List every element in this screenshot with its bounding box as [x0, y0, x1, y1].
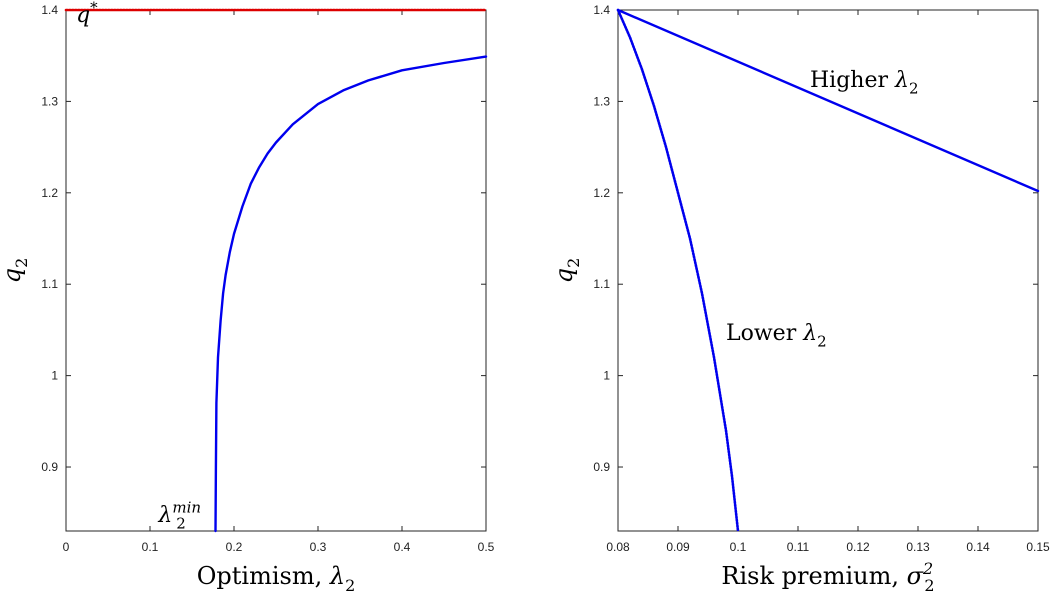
x-tick-label: 0.15 [1026, 540, 1050, 554]
right-panel-risk-premium: 0.08 0.09 0.1 0.11 0.12 0.13 0.14 0.15 0.9 1 1.1 1.… [550, 3, 1050, 595]
x-tick-label: 0 [63, 540, 70, 554]
axes-box [65, 9, 487, 532]
series-line-1 [616, 8, 740, 533]
x-tick-label: 0.5 [478, 540, 495, 554]
x-tick-label: 0.13 [906, 540, 930, 554]
x-tick-label: 0.4 [394, 540, 411, 554]
y-tick-label: 1.2 [593, 186, 610, 200]
annotation-0: Higher λ2 [810, 68, 919, 98]
x-tick-label: 0.2 [226, 540, 243, 554]
annotation-1: λmin 2 [157, 499, 201, 533]
y-axis-title: q2 [550, 258, 583, 284]
left-panel-optimism: 0 0.1 0.2 0.3 0.4 0.5 0.9 1 1.1 1.2 1.3 1.4 Optimism… [0, 0, 495, 595]
x-tick-label: 0.1 [730, 540, 747, 554]
x-tick-label: 0.12 [846, 540, 870, 554]
x-axis-title: Risk premium, σ2 2 [721, 559, 934, 595]
y-tick-label: 1.2 [41, 186, 58, 200]
x-tick-label: 0.08 [606, 540, 630, 554]
y-tick-label: 0.9 [41, 460, 58, 474]
y-tick-label: 1.3 [593, 94, 610, 108]
y-tick-label: 0.9 [593, 460, 610, 474]
x-tick-label: 0.1 [142, 540, 159, 554]
y-tick-label: 1 [603, 369, 610, 383]
y-tick-label: 1.1 [593, 277, 610, 291]
x-tick-label: 0.14 [966, 540, 990, 554]
annotation-1: Lower λ2 [726, 321, 827, 351]
y-tick-label: 1.3 [41, 94, 58, 108]
y-tick-label: 1.4 [593, 3, 610, 17]
series-line-0 [214, 55, 488, 533]
x-tick-label: 0.3 [310, 540, 327, 554]
series-line-0 [616, 8, 1040, 193]
y-tick-label: 1 [51, 369, 58, 383]
x-axis-title: Optimism, λ2 [197, 562, 356, 595]
x-tick-label: 0.09 [666, 540, 690, 554]
y-tick-label: 1.1 [41, 277, 58, 291]
axes-box [617, 9, 1039, 532]
y-tick-label: 1.4 [41, 3, 58, 17]
x-tick-label: 0.11 [787, 540, 810, 554]
annotation-0: q* [76, 0, 98, 28]
y-axis-title: q2 [0, 258, 31, 284]
